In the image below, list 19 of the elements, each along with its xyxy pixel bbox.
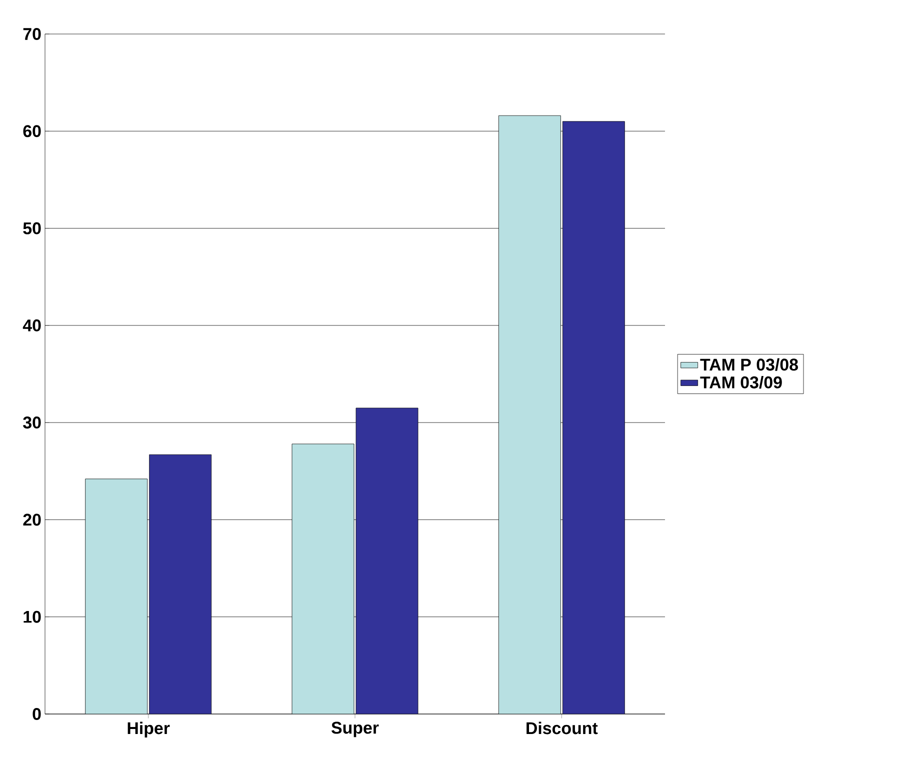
y-tick-label: 70	[23, 28, 41, 40]
y-tick-label: 50	[23, 222, 41, 234]
y-tick-label: 40	[22, 319, 41, 332]
bar	[356, 408, 418, 714]
y-tick-label: 0	[32, 708, 41, 720]
bar	[562, 121, 625, 714]
x-tick-label: Discount	[526, 722, 598, 734]
x-tick-label: Hiper	[128, 722, 170, 738]
bar	[149, 454, 212, 714]
bar	[498, 115, 561, 714]
y-tick-label: 20	[23, 514, 41, 526]
y-tick-label: 30	[23, 416, 41, 429]
bar	[292, 444, 354, 714]
legend-label: TAM P 03/08	[700, 358, 798, 371]
y-tick-label: 60	[23, 125, 41, 138]
bar	[85, 478, 148, 714]
x-tick-label: Super	[331, 722, 379, 738]
legend-label: TAM 03/09	[700, 376, 782, 389]
y-tick-label: 10	[24, 610, 41, 623]
